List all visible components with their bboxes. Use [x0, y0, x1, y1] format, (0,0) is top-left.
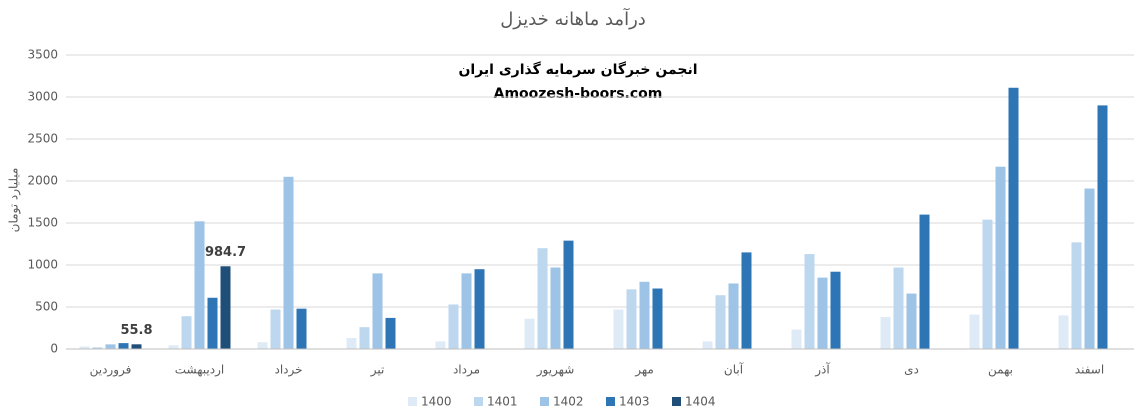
bar [652, 288, 663, 349]
watermark: انجمن خبرگان سرمایه گذاری ایران [458, 61, 697, 78]
bar [893, 267, 904, 349]
legend-label: 1403 [619, 395, 650, 409]
bar [969, 314, 980, 349]
bar [880, 317, 891, 349]
bar [791, 329, 802, 349]
y-tick-label: 500 [35, 300, 58, 314]
x-tick-label: خرداد [274, 363, 302, 378]
x-tick-label: مهر [634, 363, 654, 378]
legend-swatch [606, 397, 615, 406]
data-label: 984.7 [205, 245, 246, 260]
bar [817, 277, 828, 349]
y-tick-label: 3000 [27, 90, 58, 104]
bar [741, 252, 752, 349]
bar [207, 297, 218, 349]
bar [715, 295, 726, 349]
x-tick-label: شهریور [536, 363, 575, 378]
legend-swatch [672, 397, 681, 406]
x-tick-label: آذر [814, 362, 830, 378]
legend-swatch [474, 397, 483, 406]
bar [296, 308, 307, 349]
y-tick-label: 2000 [27, 174, 58, 188]
bar [385, 317, 396, 349]
bar [220, 266, 231, 349]
bar [728, 283, 739, 349]
bar [1084, 188, 1095, 349]
bar [105, 344, 116, 349]
y-tick-label: 1000 [27, 258, 58, 272]
bar [1058, 315, 1069, 349]
x-tick-label: مرداد [453, 363, 480, 378]
bar [118, 343, 129, 349]
bar [131, 344, 142, 349]
data-label: 55.8 [120, 323, 152, 338]
bar [804, 254, 815, 349]
y-axis-label: میلیارد تومان [7, 168, 22, 233]
legend-label: 1404 [685, 395, 716, 409]
y-tick-label: 1500 [27, 216, 58, 230]
bar [194, 221, 205, 349]
x-tick-label: اسفند [1075, 363, 1104, 377]
chart-title: درآمد ماهانه خدیزل [500, 7, 646, 30]
bar [372, 273, 383, 349]
bar [1071, 242, 1082, 349]
x-tick-label: آبان [724, 362, 744, 377]
y-tick-label: 0 [50, 342, 58, 356]
bar [92, 347, 103, 349]
bar [168, 345, 179, 349]
bar [639, 281, 650, 349]
bar [461, 273, 472, 349]
x-tick-label: تیر [370, 363, 385, 378]
bar [919, 214, 930, 349]
x-tick-label: دی [904, 363, 919, 377]
bar [995, 166, 1006, 349]
legend-swatch [540, 397, 549, 406]
bar [982, 219, 993, 349]
x-tick-label: فروردین [90, 363, 132, 378]
bar [830, 271, 841, 349]
bar [359, 327, 370, 349]
y-tick-label: 2500 [27, 132, 58, 146]
bar [613, 309, 624, 349]
bar [257, 342, 268, 349]
bar [537, 248, 548, 349]
bar [79, 346, 90, 349]
bar [346, 338, 357, 349]
bar [1097, 105, 1108, 350]
bar [448, 304, 459, 349]
bar [906, 293, 917, 349]
bar [474, 269, 485, 349]
legend-label: 1401 [487, 395, 518, 409]
legend-label: 1400 [421, 395, 452, 409]
y-tick-label: 3500 [27, 48, 58, 62]
bar [626, 289, 637, 349]
bar [563, 240, 574, 349]
bar [283, 176, 294, 349]
legend-swatch [408, 397, 417, 406]
bar [550, 267, 561, 349]
x-tick-label: بهمن [988, 363, 1013, 378]
bar [1008, 87, 1019, 349]
bar [435, 341, 446, 349]
watermark: Amoozesh-boors.com [494, 86, 663, 102]
bar [181, 316, 192, 349]
bar [270, 309, 281, 349]
bar [524, 318, 535, 349]
x-tick-label: اردیبهشت [175, 363, 224, 378]
legend-label: 1402 [553, 395, 584, 409]
bar [702, 341, 713, 349]
